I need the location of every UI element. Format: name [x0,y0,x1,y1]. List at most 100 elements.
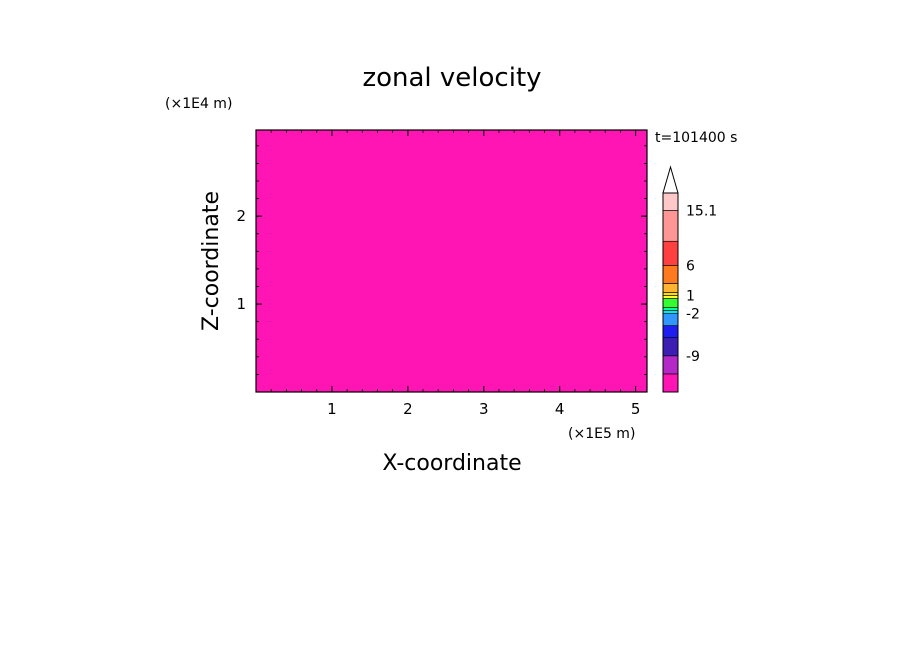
heatmap-cell [340,330,345,335]
heatmap-cell [312,210,317,215]
heatmap-cell [292,142,297,147]
heatmap-cell [352,182,357,187]
heatmap-cell [544,298,549,303]
heatmap-cell [392,318,397,323]
heatmap-cell [520,298,525,303]
heatmap-cell [264,330,269,335]
heatmap-cell [628,246,633,251]
heatmap-cell [508,166,513,171]
heatmap-cell [532,238,537,243]
heatmap-cell [356,162,361,167]
heatmap-cell [524,310,529,315]
heatmap-cell [520,186,525,191]
heatmap-cell [504,186,509,191]
heatmap-cell [312,138,317,143]
heatmap-cell [460,158,465,163]
heatmap-cell [384,326,389,331]
heatmap-cell [308,202,313,207]
heatmap-cell [288,270,293,275]
heatmap-cell [472,198,477,203]
heatmap-cell [404,250,409,255]
heatmap-cell [604,166,609,171]
heatmap-cell [600,258,605,263]
heatmap-cell [488,198,493,203]
heatmap-cell [332,282,337,287]
heatmap-cell [480,330,485,335]
heatmap-cell [584,286,589,291]
heatmap-cell [380,302,385,307]
heatmap-cell [360,254,365,259]
heatmap-cell [572,162,577,167]
heatmap-cell [348,218,353,223]
heatmap-cell [264,130,269,135]
heatmap-cell [452,142,457,147]
heatmap-cell [568,318,573,323]
heatmap-cell [476,302,481,307]
heatmap-cell [400,266,405,271]
heatmap-cell [644,326,648,331]
heatmap-cell [504,146,509,151]
heatmap-cell [292,278,297,283]
heatmap-cell [400,286,405,291]
heatmap-cell [500,150,505,155]
heatmap-cell [256,322,261,327]
heatmap-cell [296,274,301,279]
heatmap-cell [600,270,605,275]
heatmap-cell [508,230,513,235]
heatmap-cell [644,298,648,303]
heatmap-cell [344,254,349,259]
heatmap-cell [572,282,577,287]
heatmap-cell [396,198,401,203]
heatmap-cell [340,174,345,179]
heatmap-cell [608,198,613,203]
heatmap-cell [288,130,293,135]
heatmap-cell [596,206,601,211]
heatmap-cell [484,166,489,171]
heatmap-cell [292,150,297,155]
heatmap-cell [576,134,581,139]
heatmap-cell [576,194,581,199]
heatmap-cell [456,178,461,183]
heatmap-cell [576,150,581,155]
heatmap-cell [344,306,349,311]
heatmap-cell [532,282,537,287]
heatmap-cell [364,246,369,251]
heatmap-cell [332,146,337,151]
heatmap-cell [268,302,273,307]
heatmap-cell [300,162,305,167]
heatmap-cell [328,150,333,155]
heatmap-cell [340,310,345,315]
heatmap-cell [288,326,293,331]
heatmap-cell [504,274,509,279]
heatmap-cell [588,310,593,315]
heatmap-cell [612,130,617,135]
heatmap-cell [560,206,565,211]
heatmap-cell [524,222,529,227]
heatmap-cell [596,318,601,323]
heatmap-cell [268,210,273,215]
heatmap-cell [336,222,341,227]
heatmap-cell [536,226,541,231]
heatmap-cell [344,290,349,295]
heatmap-cell [544,278,549,283]
heatmap-cell [528,154,533,159]
heatmap-cell [404,218,409,223]
heatmap-cell [368,150,373,155]
heatmap-cell [644,234,648,239]
heatmap-cell [380,138,385,143]
heatmap-cell [460,246,465,251]
heatmap-cell [444,330,449,335]
heatmap-cell [576,226,581,231]
heatmap-cell [472,302,477,307]
heatmap-cell [332,206,337,211]
heatmap-cell [608,278,613,283]
heatmap-cell [272,150,277,155]
heatmap-cell [256,286,261,291]
heatmap-cell [600,266,605,271]
heatmap-cell [392,146,397,151]
heatmap-cell [592,138,597,143]
heatmap-cell [484,286,489,291]
heatmap-cell [572,158,577,163]
heatmap-cell [500,138,505,143]
heatmap-cell [616,258,621,263]
